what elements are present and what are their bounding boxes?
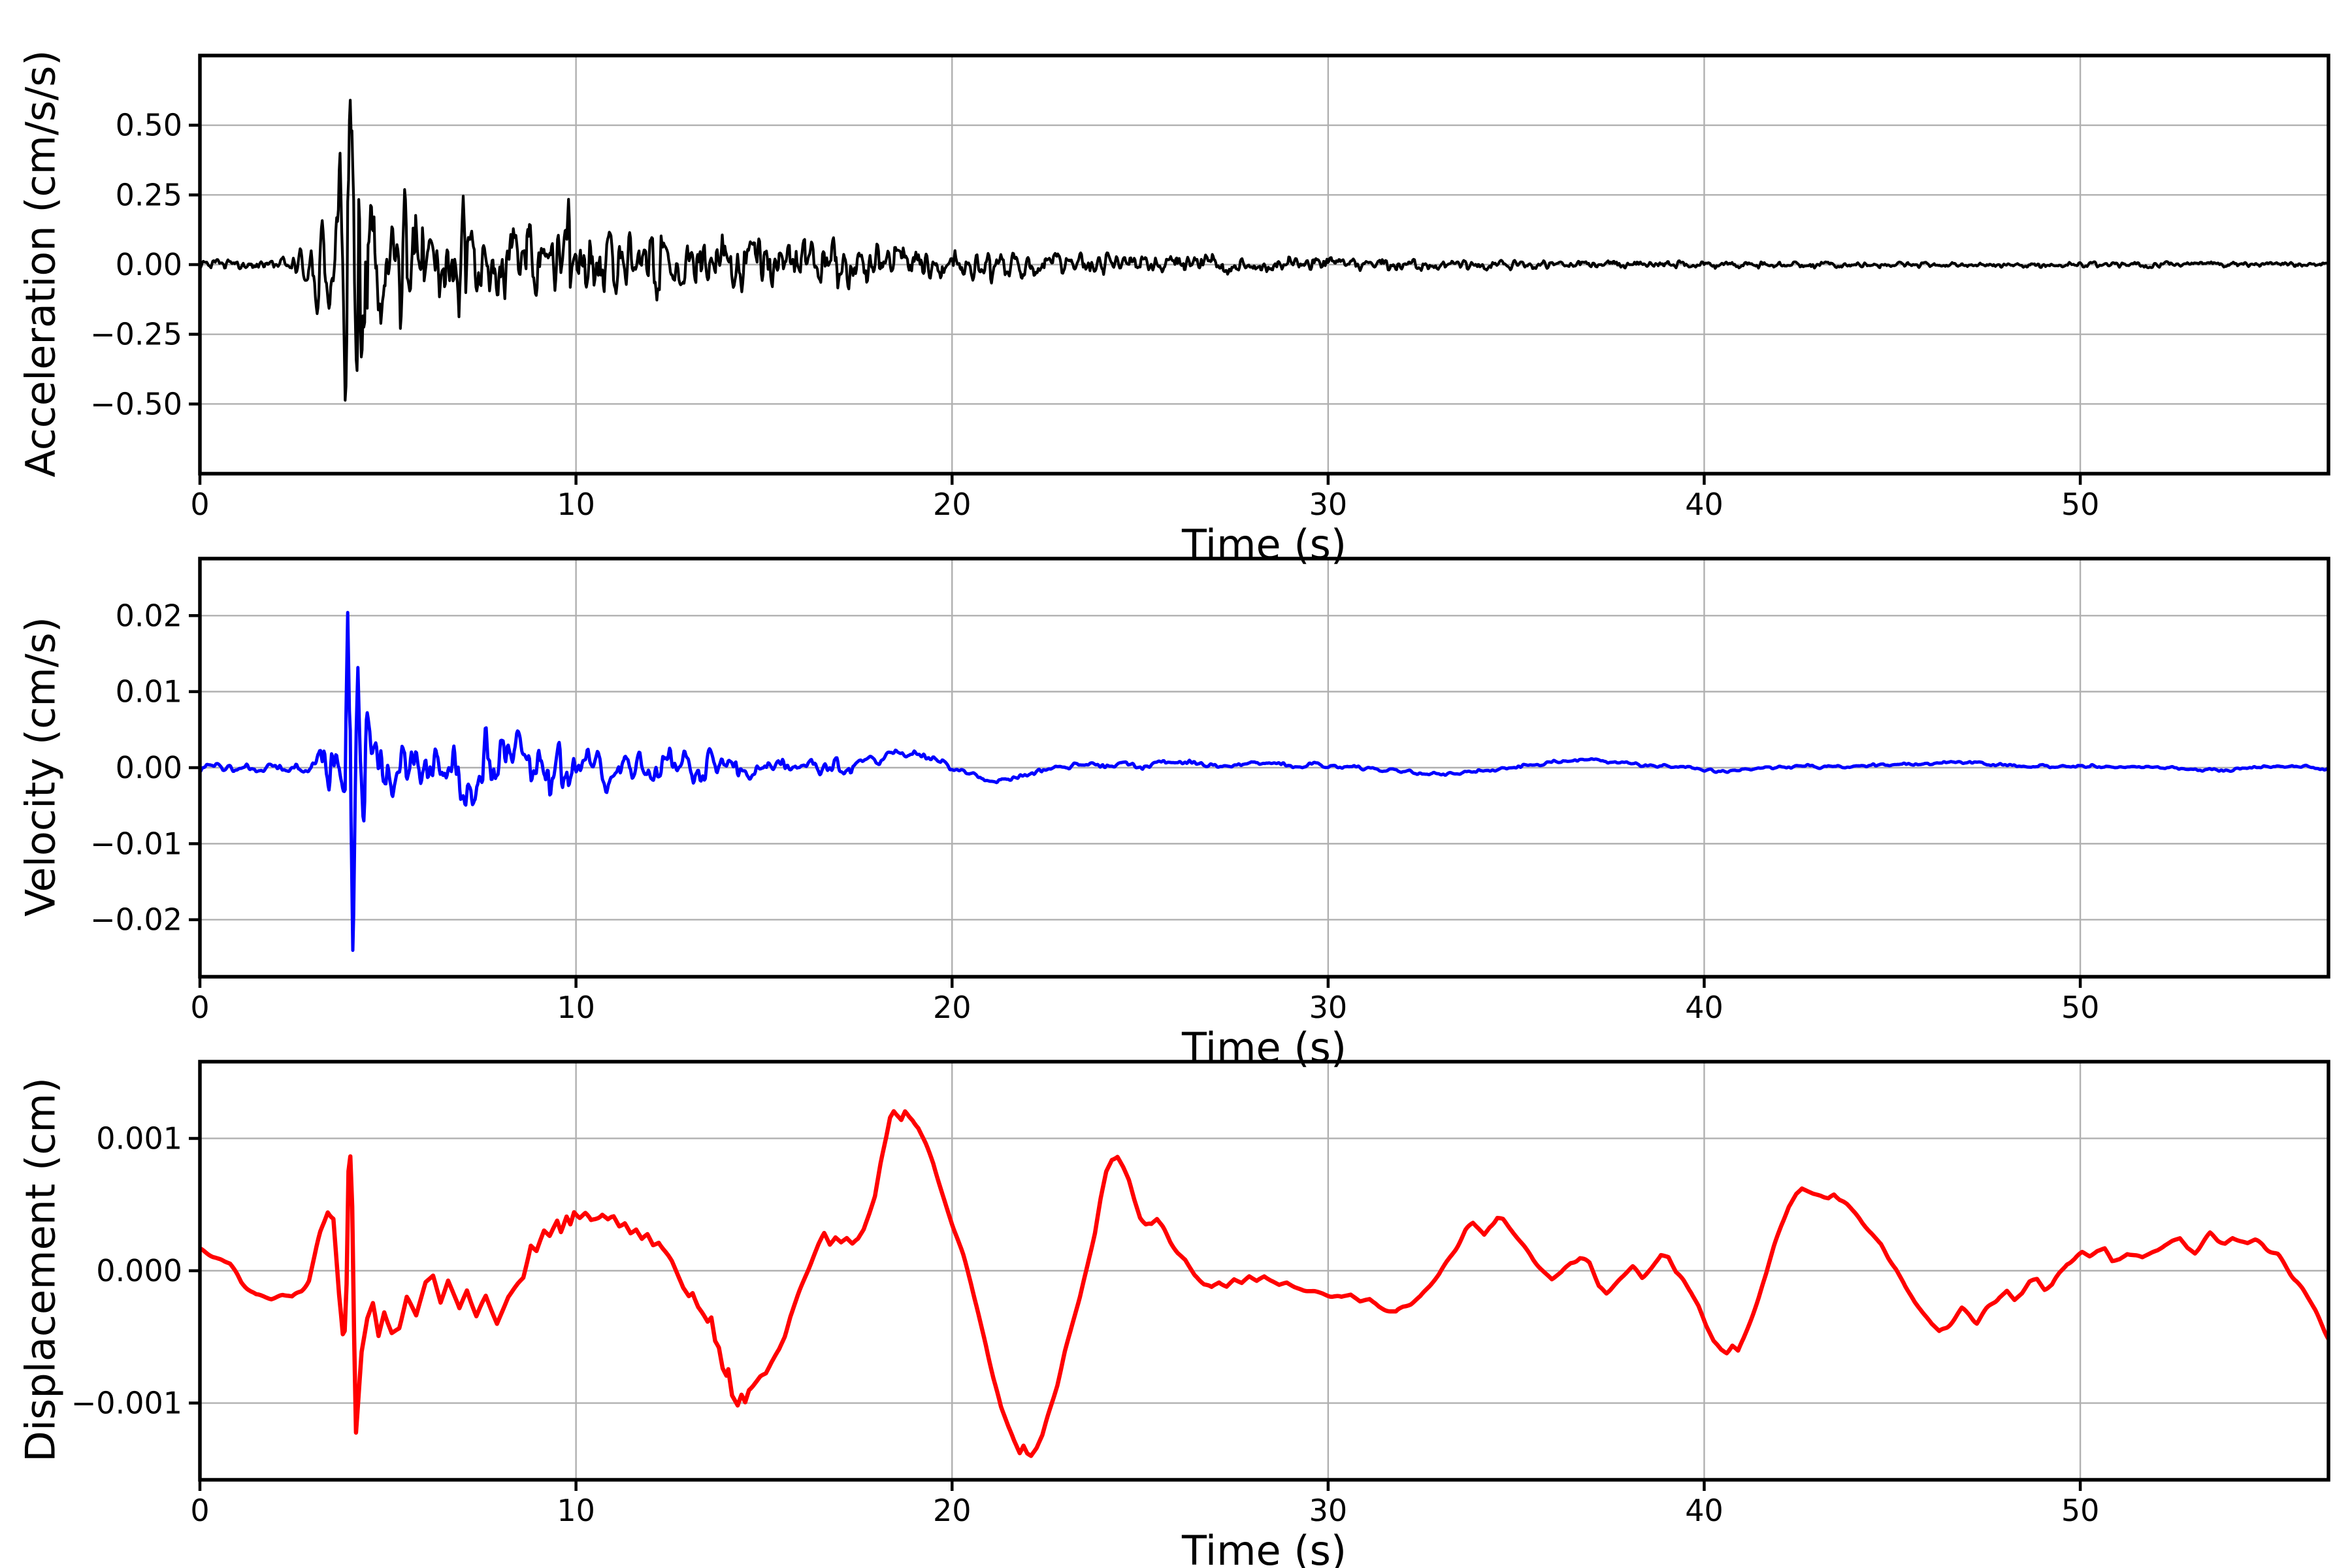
displacement-panel: 0 10 20 30 40 50 0.001 0.000 −0.001 xyxy=(71,1060,2330,1528)
x-tick-label: 50 xyxy=(2061,990,2100,1025)
y-tick-label: 0.50 xyxy=(116,108,182,143)
x-tick-label: 10 xyxy=(557,1493,595,1528)
x-tick-label: 0 xyxy=(190,487,209,522)
acceleration-trace xyxy=(200,99,2328,402)
displacement-x-axis-label: Time (s) xyxy=(1181,1527,1347,1568)
x-tick-label: 20 xyxy=(933,487,972,522)
y-tick-label: −0.001 xyxy=(71,1386,182,1421)
y-tick-label: 0.001 xyxy=(96,1120,182,1156)
y-tick-label: −0.50 xyxy=(90,386,182,421)
y-tick-label: 0.000 xyxy=(96,1253,182,1288)
velocity-panel: 0 10 20 30 40 50 0.02 0.01 0.00 −0.01 −0.02 xyxy=(90,557,2330,1025)
x-tick-label: 0 xyxy=(190,1493,209,1528)
x-tick-label: 20 xyxy=(933,990,972,1025)
velocity-trace xyxy=(200,611,2328,953)
y-tick-label: 0.00 xyxy=(116,247,182,282)
y-tick-label: 0.01 xyxy=(116,674,182,710)
y-tick-label: 0.00 xyxy=(116,750,182,785)
x-tick-label: 40 xyxy=(1685,990,1723,1025)
x-tick-label: 20 xyxy=(933,1493,972,1528)
displacement-trace xyxy=(200,1109,2328,1458)
x-tick-label: 0 xyxy=(190,990,209,1025)
x-tick-label: 50 xyxy=(2061,487,2100,522)
x-tick-label: 10 xyxy=(557,487,595,522)
y-tick-label: 0.02 xyxy=(116,598,182,633)
acceleration-panel: 0 10 20 30 40 50 0.50 0.25 0.00 −0.25 −0.50 xyxy=(90,54,2330,522)
x-tick-label: 30 xyxy=(1309,990,1348,1025)
x-tick-label: 30 xyxy=(1309,487,1348,522)
x-tick-label: 10 xyxy=(557,990,595,1025)
x-tick-label: 40 xyxy=(1685,1493,1723,1528)
y-tick-label: 0.25 xyxy=(116,177,182,212)
acceleration-x-axis-label: Time (s) xyxy=(1181,521,1347,568)
y-tick-label: −0.01 xyxy=(90,826,182,861)
y-tick-label: −0.02 xyxy=(90,902,182,938)
x-tick-label: 50 xyxy=(2061,1493,2100,1528)
x-tick-label: 40 xyxy=(1685,487,1723,522)
velocity-x-axis-label: Time (s) xyxy=(1181,1024,1347,1071)
displacement-y-axis-label: Displacement (cm) xyxy=(16,1077,65,1462)
x-tick-label: 30 xyxy=(1309,1493,1348,1528)
y-tick-label: −0.25 xyxy=(90,317,182,352)
